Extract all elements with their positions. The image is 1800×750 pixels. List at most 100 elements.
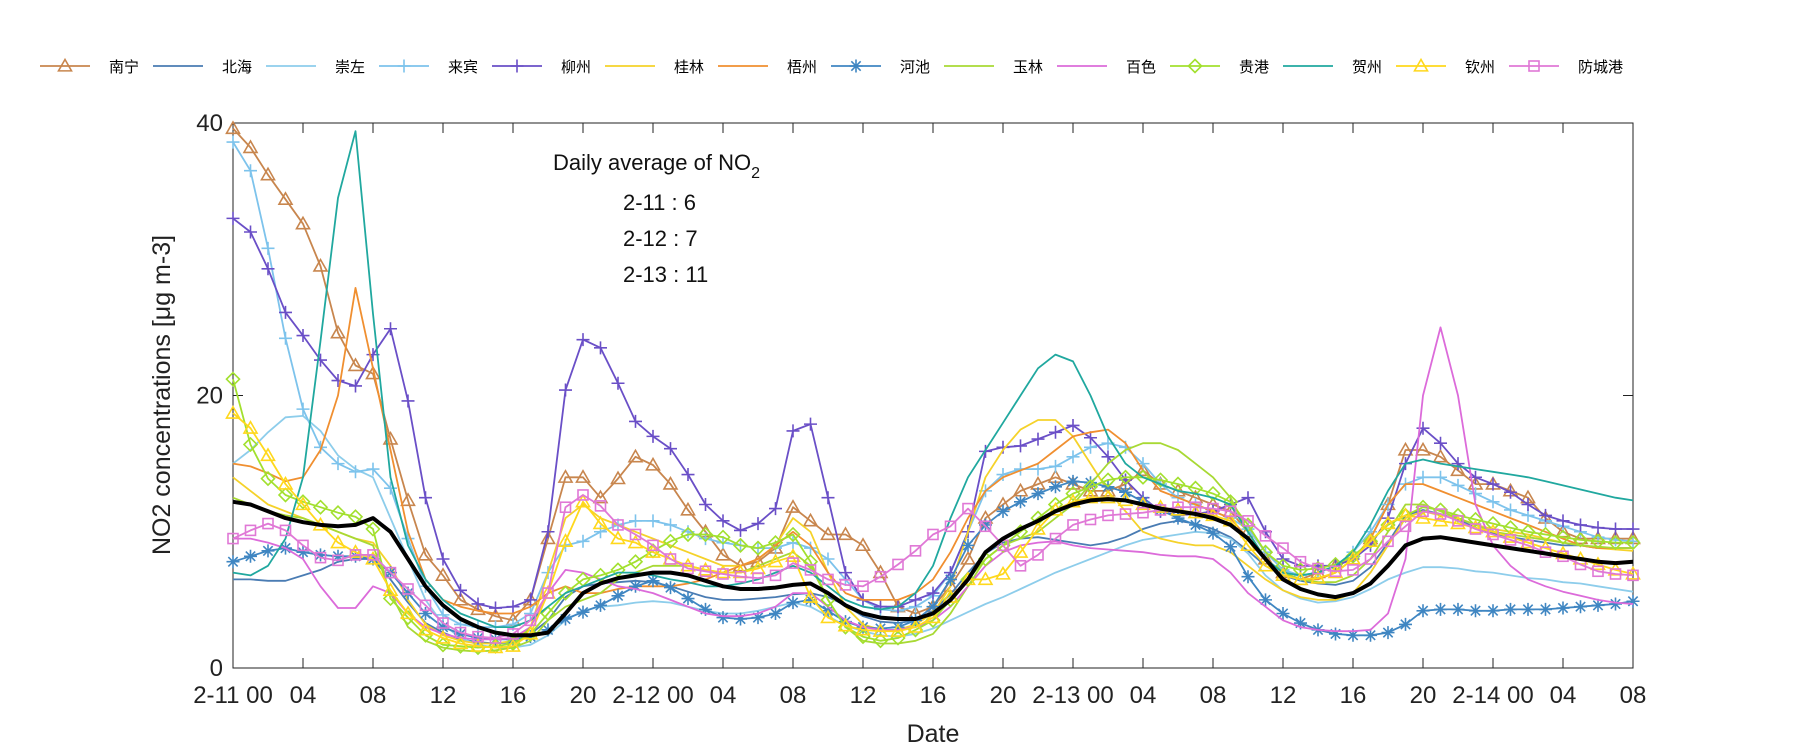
- data-point: [820, 609, 836, 624]
- data-point: [1294, 616, 1307, 630]
- legend: 南宁 北海 崇左 来宾 柳州 桂林 梧州 河池 玉林 百色 贵港 贺州 钦州 防城港: [40, 57, 1623, 76]
- data-point: [384, 322, 397, 336]
- data-point: [961, 538, 975, 552]
- data-point: [297, 539, 309, 552]
- data-point: [1259, 530, 1272, 542]
- data-point: [1415, 510, 1431, 524]
- data-point: [594, 341, 607, 355]
- data-point: [1329, 565, 1342, 578]
- data-point: [1415, 441, 1431, 456]
- data-point: [1224, 540, 1237, 554]
- legend-entry-柳州: 柳州: [492, 58, 591, 76]
- data-point: [1031, 432, 1045, 446]
- data-point: [767, 535, 784, 551]
- data-point: [1504, 602, 1517, 616]
- data-point: [1555, 545, 1571, 560]
- data-point: [785, 548, 801, 562]
- data-point: [751, 517, 765, 531]
- data-point: [1347, 564, 1359, 576]
- data-point: [802, 589, 819, 603]
- data-point: [769, 569, 782, 582]
- data-point: [647, 539, 659, 552]
- data-point: [839, 566, 852, 580]
- data-point: [436, 620, 450, 634]
- data-point: [995, 565, 1011, 580]
- data-point: [627, 554, 644, 570]
- legend-label: 北海: [222, 58, 252, 76]
- data-point: [331, 549, 345, 563]
- data-point: [1031, 462, 1045, 476]
- data-point: [751, 611, 765, 625]
- annotation-title: Daily average of NO2: [553, 150, 760, 182]
- data-point: [681, 592, 695, 606]
- y-tick-label: 40: [196, 110, 223, 137]
- data-point: [542, 587, 554, 599]
- data-point: [1135, 462, 1151, 477]
- data-point: [226, 135, 240, 149]
- series-line: [232, 442, 1633, 653]
- legend-label: 玉林: [1013, 58, 1043, 76]
- x-tick-label: 08: [1200, 682, 1227, 709]
- data-point: [470, 638, 486, 652]
- data-point: [1556, 601, 1570, 615]
- data-point: [279, 305, 292, 319]
- data-point: [1065, 493, 1081, 508]
- data-point: [1065, 485, 1081, 502]
- data-point: [697, 526, 714, 543]
- data-point: [837, 619, 854, 635]
- data-point: [1469, 523, 1482, 535]
- legend-label: 贵港: [1239, 58, 1269, 76]
- data-point: [944, 572, 957, 586]
- data-point: [1364, 628, 1377, 642]
- data-point: [646, 429, 660, 443]
- data-point: [505, 635, 521, 652]
- data-point: [1590, 533, 1606, 549]
- data-point: [1346, 628, 1360, 642]
- data-point: [1014, 560, 1027, 572]
- data-point: [804, 541, 817, 555]
- data-point: [1362, 533, 1379, 549]
- data-point: [1504, 534, 1517, 546]
- x-tick-label: 08: [780, 682, 807, 709]
- data-point: [822, 573, 834, 586]
- series-玉林: [232, 442, 1633, 653]
- data-point: [1084, 513, 1097, 526]
- data-point: [1627, 569, 1639, 582]
- data-point: [540, 605, 556, 622]
- data-point: [750, 540, 766, 556]
- data-point: [1485, 523, 1501, 538]
- data-point: [1434, 470, 1447, 484]
- data-point: [1381, 626, 1395, 640]
- data-point: [452, 635, 469, 650]
- data-point: [1399, 617, 1412, 631]
- data-point: [419, 607, 432, 620]
- data-point: [401, 586, 415, 600]
- data-point: [1625, 535, 1641, 551]
- legend-marker: [57, 57, 73, 72]
- data-point: [1032, 549, 1044, 561]
- data-point: [1591, 521, 1605, 535]
- data-point: [260, 447, 276, 462]
- data-point: [594, 598, 607, 612]
- data-point: [1626, 594, 1640, 608]
- data-point: [557, 469, 574, 483]
- data-point: [225, 371, 241, 387]
- data-point: [471, 597, 485, 611]
- data-point: [1556, 514, 1570, 528]
- data-point: [1486, 477, 1500, 491]
- data-point: [786, 596, 800, 610]
- annotation-line-3: 2-13 : 11: [623, 262, 708, 287]
- data-point: [962, 502, 974, 515]
- x-tick-label: 2-11 00: [193, 682, 273, 709]
- data-point: [332, 554, 344, 567]
- data-point: [1082, 489, 1099, 504]
- data-point: [892, 558, 904, 571]
- data-point: [909, 545, 922, 557]
- data-point: [524, 593, 537, 607]
- data-point: [349, 465, 362, 479]
- data-point: [1012, 544, 1029, 558]
- data-point: [1434, 602, 1447, 616]
- legend-label: 百色: [1126, 58, 1156, 76]
- data-point: [347, 544, 364, 558]
- data-point: [541, 525, 555, 539]
